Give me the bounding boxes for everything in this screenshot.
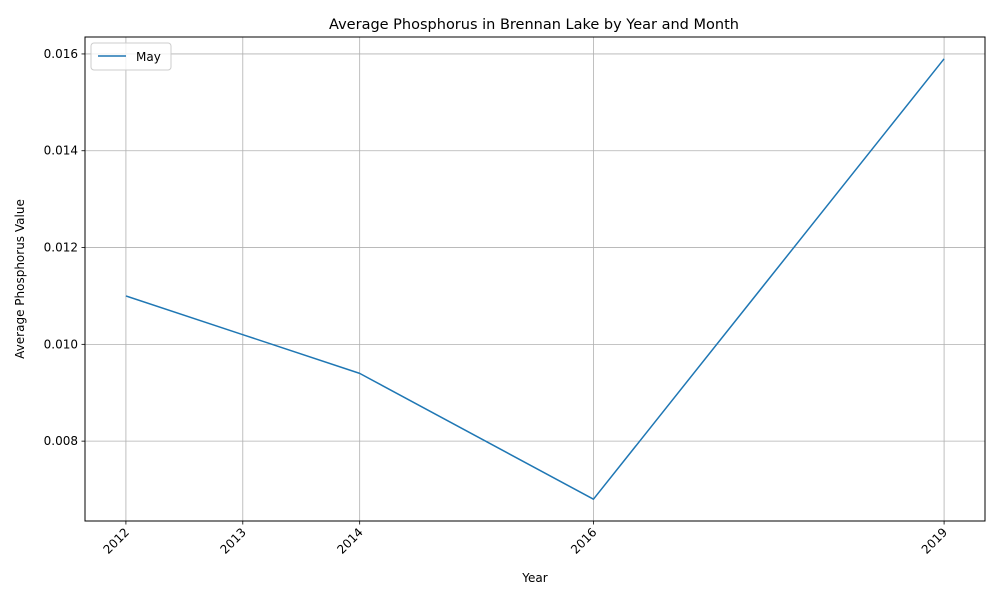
series-line-may xyxy=(125,58,945,500)
y-tick-label: 0.008 xyxy=(44,434,78,448)
chart-title: Average Phosphorus in Brennan Lake by Ye… xyxy=(329,17,739,33)
y-tick-label: 0.012 xyxy=(44,241,78,255)
y-tick-label: 0.014 xyxy=(44,144,78,158)
legend-box xyxy=(90,42,172,71)
x-axis-label: Year xyxy=(521,571,547,585)
y-tick-label: 0.010 xyxy=(44,337,78,351)
plot-frame xyxy=(84,36,986,522)
y-axis-label: Average Phosphorus Value xyxy=(13,199,27,359)
legend: May xyxy=(90,42,172,71)
legend-label-may: May xyxy=(136,50,161,64)
grid-lines xyxy=(85,37,985,521)
series-group xyxy=(125,58,945,500)
y-tick-label: 0.016 xyxy=(44,47,78,61)
